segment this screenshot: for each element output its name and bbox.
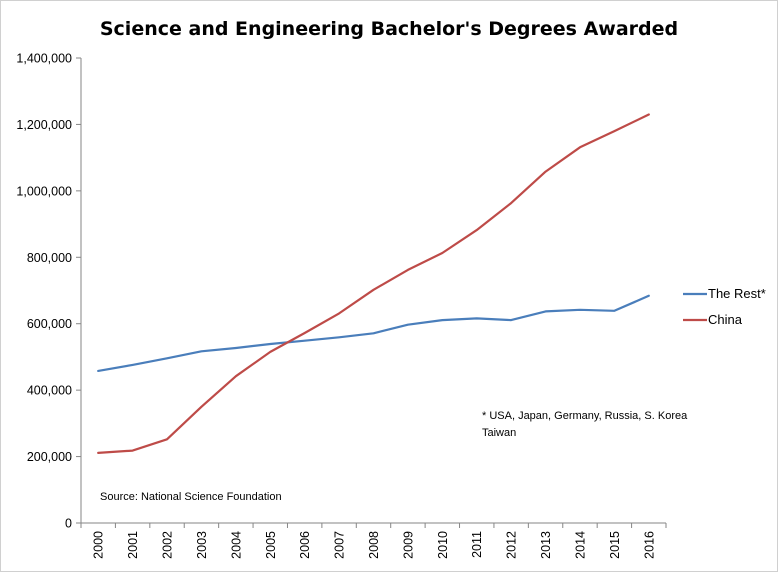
annotation-countries: * USA, Japan, Germany, Russia, S. Korea bbox=[482, 410, 688, 422]
series-lines bbox=[97, 113, 650, 454]
y-tick-label: 200,000 bbox=[27, 450, 72, 464]
x-tick-label: 2007 bbox=[333, 531, 347, 559]
x-tick-label: 2013 bbox=[539, 531, 553, 559]
x-tick-label: 2003 bbox=[195, 531, 209, 559]
x-tick-label: 2008 bbox=[367, 531, 381, 559]
x-tick-label: 2010 bbox=[436, 531, 450, 559]
x-tick-label: 2012 bbox=[505, 531, 519, 559]
y-axis-ticks: 0 200,000 400,000 600,000 800,000 1,000,000 1,… bbox=[16, 52, 81, 531]
y-tick-label: 1,200,000 bbox=[16, 118, 72, 132]
x-tick-label: 2005 bbox=[264, 531, 278, 559]
series-line-china bbox=[97, 113, 650, 454]
y-tick-label: 0 bbox=[65, 517, 72, 531]
x-tick-label: 2002 bbox=[161, 531, 175, 559]
x-tick-label: 2011 bbox=[470, 531, 484, 558]
legend-label-china: China bbox=[708, 312, 743, 327]
legend-label-the-rest: The Rest* bbox=[708, 286, 766, 301]
y-tick-label: 800,000 bbox=[27, 251, 72, 265]
x-tick-label: 2014 bbox=[573, 531, 587, 559]
annotation-taiwan: Taiwan bbox=[482, 427, 516, 439]
y-tick-label: 600,000 bbox=[27, 317, 72, 331]
legend: The Rest* China bbox=[683, 286, 766, 327]
x-tick-label: 2001 bbox=[126, 531, 140, 559]
chart-title: Science and Engineering Bachelor's Degre… bbox=[100, 18, 678, 40]
x-tick-label: 2006 bbox=[298, 531, 312, 559]
x-tick-label: 2015 bbox=[608, 531, 622, 559]
y-tick-label: 1,000,000 bbox=[16, 184, 72, 198]
x-tick-label: 2004 bbox=[229, 531, 243, 559]
y-tick-label: 1,400,000 bbox=[16, 52, 72, 66]
x-tick-label: 2009 bbox=[401, 531, 415, 559]
series-line-the-rest bbox=[97, 294, 650, 372]
y-tick-label: 400,000 bbox=[27, 384, 72, 398]
x-tick-label: 2000 bbox=[92, 531, 106, 559]
x-tick-label: 2016 bbox=[642, 531, 656, 559]
axes bbox=[80, 58, 666, 524]
annotation-source: Source: National Science Foundation bbox=[100, 491, 282, 503]
x-axis-ticks: 2000 2001 2002 2003 2004 2005 2006 2007 2008 2009… bbox=[80, 523, 667, 559]
